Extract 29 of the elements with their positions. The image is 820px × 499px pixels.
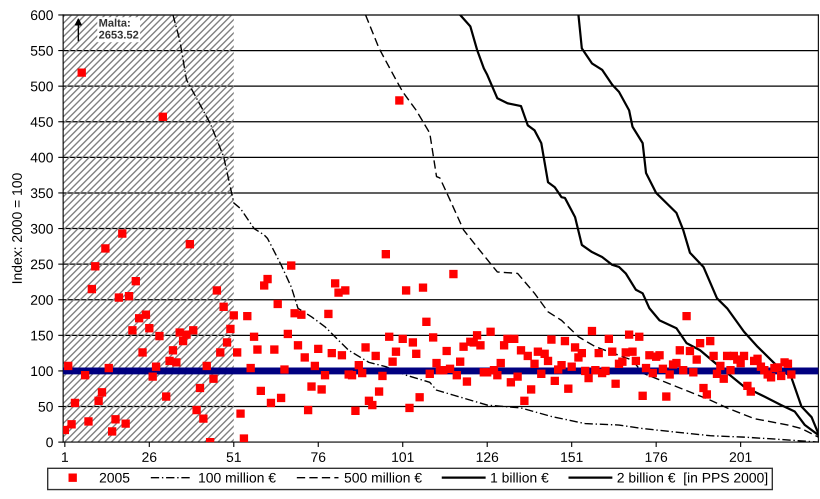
legend-label: 1 billion € xyxy=(491,472,549,483)
y-tick-label: 550 xyxy=(30,46,53,56)
y-tick-label: 50 xyxy=(38,402,53,412)
y-tick-label: 500 xyxy=(30,81,53,92)
legend-label: 2005 xyxy=(100,472,130,483)
y-tick-label: 150 xyxy=(31,330,53,340)
x-tick-label: 201 xyxy=(730,452,752,462)
legend-label: 100 million € xyxy=(199,472,276,483)
legend-label: 2 billion € [in PPS 2000] xyxy=(618,472,768,486)
x-tick-label: 26 xyxy=(142,452,156,462)
y-axis-title: Index: 2000 = 100 xyxy=(12,173,22,284)
y-tick-label: 0 xyxy=(46,437,53,448)
y-tick-label: 100 xyxy=(31,366,53,376)
x-tick-label: 76 xyxy=(311,452,326,462)
y-tick-label: 250 xyxy=(30,259,53,270)
x-tick-label: 1 xyxy=(62,452,68,462)
y-tick-label: 450 xyxy=(30,117,53,127)
y-tick-label: 350 xyxy=(30,188,53,198)
x-tick-label: 151 xyxy=(561,452,583,462)
x-tick-label: 101 xyxy=(392,452,414,462)
legend-label: 500 million € xyxy=(344,472,422,483)
x-tick-label: 126 xyxy=(476,452,498,462)
y-tick-label: 300 xyxy=(30,224,53,234)
x-tick-label: 51 xyxy=(226,452,241,462)
x-tick-label: 176 xyxy=(646,452,668,462)
annotation: Malta: 2653.52 xyxy=(99,18,138,39)
y-tick-label: 200 xyxy=(30,295,53,305)
y-tick-label: 600 xyxy=(30,10,53,20)
y-tick-label: 400 xyxy=(30,152,53,163)
